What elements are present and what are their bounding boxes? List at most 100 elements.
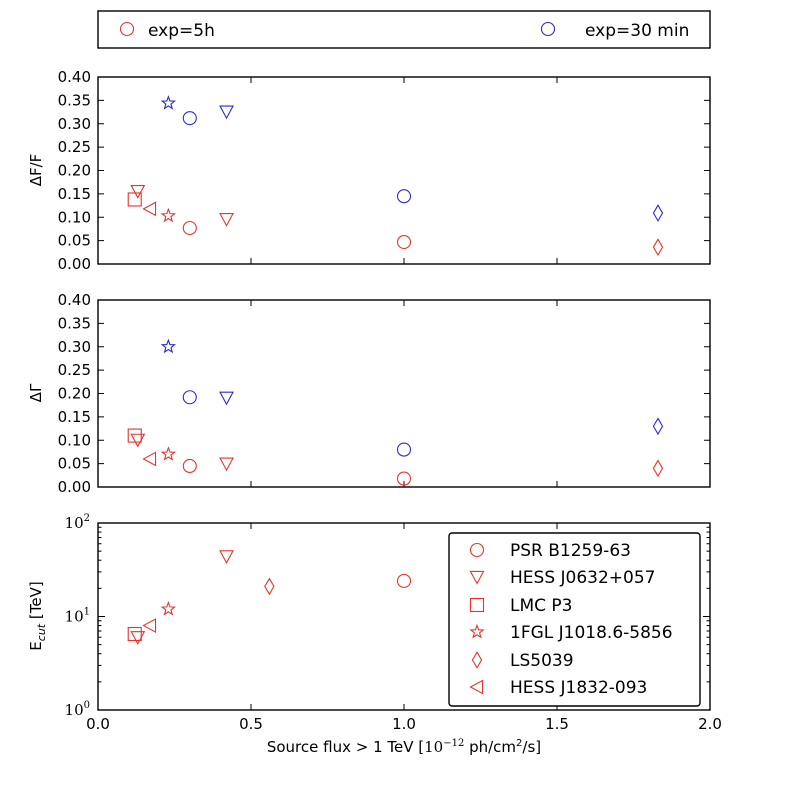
legend-exp5h-label: exp=5h <box>148 21 215 41</box>
y-tick-label: 0.10 <box>58 431 91 449</box>
data-point-diamond <box>652 459 664 478</box>
ylabel-sub: cut <box>35 623 48 641</box>
data-point-circle <box>182 458 197 474</box>
data-point-star <box>160 446 177 461</box>
data-point-diamond <box>264 577 275 596</box>
x-axis-label: Source flux > 1 TeV [10−12 ph/cm2/s] <box>267 738 541 756</box>
legend-exp30min-label: exp=30 min <box>585 21 689 41</box>
y-tick-label: 0.15 <box>58 185 91 203</box>
data-point-triangle-down <box>130 631 146 645</box>
x-tick-label: 1.5 <box>545 715 569 733</box>
y-tick-label: 0.15 <box>58 408 91 426</box>
data-point-circle <box>396 234 412 250</box>
top-legend-frame <box>97 10 711 49</box>
data-point-triangle-down <box>219 457 234 472</box>
data-point-circle <box>396 573 412 589</box>
y-tick-label: 0.20 <box>58 162 91 180</box>
x-tick-label: 0.0 <box>86 715 110 733</box>
y-tick-label: 102 <box>65 513 90 532</box>
legend-source-6: HESS J1832-093 <box>510 678 647 698</box>
legend-source-marker-circle <box>469 542 485 558</box>
y-tick-label: 0.30 <box>58 115 91 133</box>
x-tick-labels: 0.0 0.5 1.0 1.5 2.0 <box>86 715 722 733</box>
y-tick-label: 0.40 <box>58 291 91 309</box>
data-point-star <box>160 207 177 223</box>
y-tick-label: 0.20 <box>58 385 91 403</box>
top-legend: exp=5h exp=30 min <box>97 10 711 49</box>
data-point-diamond <box>652 238 664 257</box>
xlabel-unit-sup: 2 <box>516 738 522 749</box>
x-tick-label: 2.0 <box>698 715 722 733</box>
panel-flux-ylabel: ΔF/F <box>27 154 45 187</box>
legend-source-1: PSR B1259-63 <box>510 541 631 561</box>
y-tick-base: 10 <box>65 608 84 626</box>
panel-flux: 0.00 0.05 0.10 0.15 0.20 0.25 0.30 0.35 0.40 ΔF/… <box>27 68 711 273</box>
y-tick-label: 0.05 <box>58 232 91 250</box>
legend-exp5h-marker <box>119 21 135 37</box>
data-point-circle <box>396 442 412 457</box>
data-point-triangle-down <box>219 550 234 564</box>
y-tick-label: 0.10 <box>58 208 91 226</box>
data-point-triangle-left <box>142 451 157 467</box>
legend-source-4: 1FGL J1018.6-5856 <box>510 623 673 643</box>
source-legend-frame <box>448 532 701 707</box>
y-tick-base: 10 <box>65 701 84 719</box>
data-point-circle <box>396 471 412 486</box>
legend-source-marker-star <box>469 623 485 639</box>
legend-source-2: HESS J0632+057 <box>510 568 655 588</box>
data-point-triangle-down <box>219 391 234 406</box>
legend-source-marker-triangle-down <box>469 570 485 585</box>
data-point-triangle-down <box>219 105 234 120</box>
y-tick-label: 100 <box>65 700 90 719</box>
legend-source-marker-square <box>469 597 485 613</box>
panel-index-ylabel: ΔΓ <box>27 383 45 402</box>
xlabel-exp-base: 10 <box>424 738 443 756</box>
data-point-diamond <box>652 204 664 222</box>
data-point-square <box>127 428 142 443</box>
y-tick-label: 0.25 <box>58 138 91 156</box>
legend-source-marker-triangle-left <box>469 679 484 695</box>
data-point-triangle-left <box>142 201 157 217</box>
x-tick-label: 1.0 <box>392 715 416 733</box>
y-tick-label: 0.30 <box>58 338 91 356</box>
xlabel-exp: −12 <box>443 738 464 749</box>
data-point-square <box>127 626 142 642</box>
x-tick-label: 0.5 <box>239 715 263 733</box>
data-point-star <box>160 338 177 354</box>
data-point-star <box>160 95 177 110</box>
panel-index: 0.00 0.05 0.10 0.15 0.20 0.25 0.30 0.35 0.40 ΔΓ <box>27 291 711 496</box>
y-tick-label: 0.25 <box>58 361 91 379</box>
y-tick-base: 10 <box>65 514 84 532</box>
source-legend: PSR B1259-63 HESS J0632+057 LMC P3 1FGL … <box>448 532 701 707</box>
y-tick-exp: 0 <box>84 700 90 711</box>
y-tick-label: 0.00 <box>58 255 91 273</box>
legend-source-3: LMC P3 <box>510 596 572 616</box>
y-tick-exp: 2 <box>84 513 90 524</box>
y-tick-label: 0.35 <box>58 314 91 332</box>
data-point-triangle-down <box>130 433 146 448</box>
y-tick-label: 0.05 <box>58 455 91 473</box>
y-tick-label: 101 <box>65 607 90 626</box>
xlabel-unit-a: ph/cm <box>464 738 516 756</box>
data-point-triangle-down <box>219 213 234 227</box>
data-point-circle <box>182 390 197 405</box>
data-point-triangle-down <box>130 184 146 199</box>
ylabel-unit: [TeV] <box>27 581 45 624</box>
data-point-circle <box>396 189 412 204</box>
y-tick-label: 0.00 <box>58 478 91 496</box>
data-point-star <box>160 601 177 616</box>
y-tick-label: 0.35 <box>58 91 91 109</box>
y-tick-exp: 1 <box>84 607 90 618</box>
y-tick-label: 0.40 <box>58 68 91 86</box>
xlabel-main: Source flux > 1 TeV [ <box>267 738 424 756</box>
data-point-triangle-left <box>142 618 157 633</box>
xlabel-unit-b: /s] <box>522 738 541 756</box>
data-point-diamond <box>652 417 664 436</box>
data-point-circle <box>182 111 197 126</box>
ylabel-main: E <box>27 641 45 650</box>
legend-source-5: LS5039 <box>510 651 574 671</box>
data-point-square <box>127 192 142 207</box>
data-point-circle <box>182 220 197 236</box>
